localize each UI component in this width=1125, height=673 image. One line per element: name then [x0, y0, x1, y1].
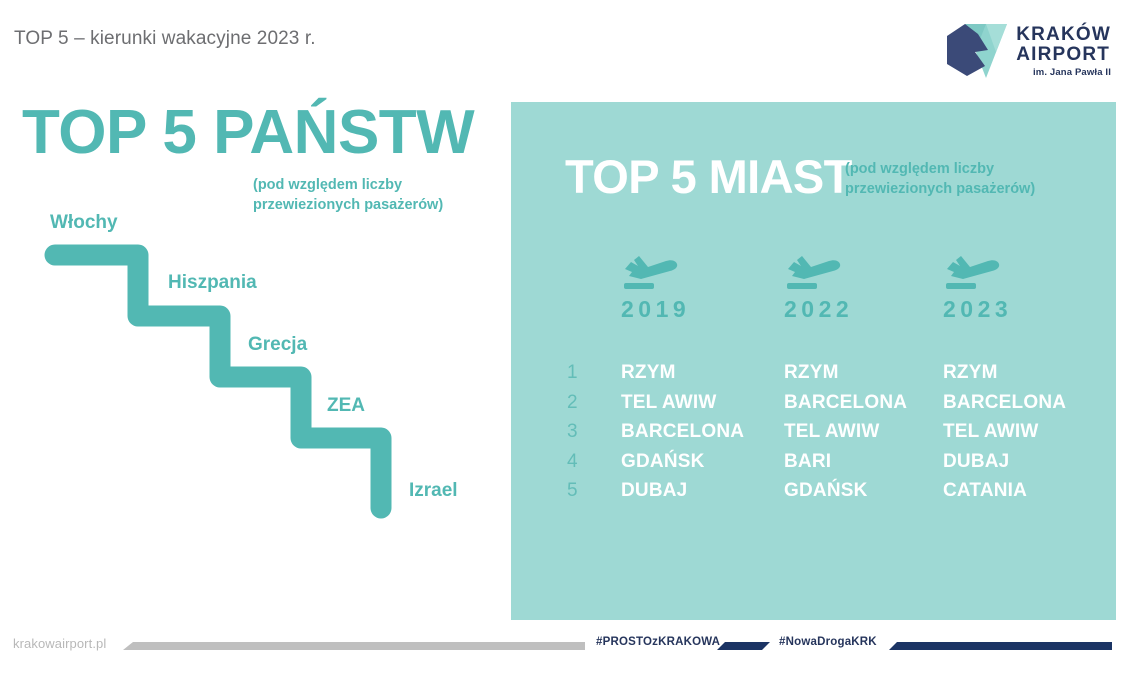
- country-label-2: Hiszpania: [168, 272, 257, 293]
- list-item: GDAŃSK: [621, 450, 705, 472]
- list-item: TEL AWIW: [784, 421, 880, 442]
- logo-line-2: AIRPORT: [1016, 44, 1111, 66]
- staircase-chart: [44, 244, 392, 519]
- cities-list-2023: RZYM BARCELONA TEL AWIW DUBAJ CATANIA: [943, 358, 1125, 506]
- country-label-3: Grecja: [248, 334, 308, 355]
- list-item: TEL AWIW: [943, 421, 1039, 442]
- footer-hashtag-nowadrogakrk: #NowaDrogaKRK: [779, 636, 877, 648]
- airplane-takeoff-icon: [946, 256, 1000, 289]
- list-item: DUBAJ: [621, 480, 688, 501]
- airplane-takeoff-icon: [624, 256, 678, 289]
- footer-hashtag-prostozkrakowa: #PROSTOzKRAKOWA: [596, 636, 721, 648]
- year-header-2022: 2022: [784, 252, 949, 321]
- airplane-takeoff-icon: [787, 256, 841, 289]
- year-label-2019: 2019: [621, 296, 691, 322]
- rank-item: 5: [567, 480, 578, 501]
- list-item: DUBAJ: [943, 450, 1010, 472]
- list-item: RZYM: [784, 362, 839, 383]
- staircase-path: [44, 244, 392, 519]
- rank-item: 1: [567, 362, 578, 383]
- footer-gray-bar: [123, 642, 585, 650]
- list-item: TEL AWIW: [621, 391, 717, 413]
- rank-column: 1 2 3 4 5: [567, 358, 597, 506]
- year-columns: 2019 2022 2023 1 2 3: [511, 102, 1116, 620]
- year-label-2023: 2023: [943, 296, 1013, 322]
- cities-subtitle-line-1: (pod względem liczby: [845, 161, 995, 177]
- rank-item: 3: [567, 421, 578, 442]
- page-title: TOP 5 – kierunki wakacyjne 2023 r.: [14, 28, 316, 49]
- cities-list-2022: RZYM BARCELONA TEL AWIW BARI GDAŃSK: [784, 358, 974, 506]
- year-label-2022: 2022: [784, 296, 854, 322]
- countries-heading: TOP 5 PAŃSTW: [22, 98, 475, 167]
- footer-website[interactable]: krakowairport.pl: [13, 636, 107, 651]
- krakow-airport-triangle-logo-icon: [947, 24, 1008, 78]
- logo-line-1: KRAKÓW: [1016, 23, 1111, 45]
- country-label-1: Włochy: [50, 212, 118, 233]
- countries-subtitle-line-2: przewiezionych pasażerów): [253, 197, 444, 213]
- list-item: BARCELONA: [621, 421, 745, 442]
- year-header-2019: 2019: [621, 252, 786, 321]
- rank-item: 2: [567, 391, 578, 413]
- countries-section: TOP 5 PAŃSTW (pod względem liczby przewi…: [0, 96, 511, 621]
- cities-subtitle-line-2: przewiezionych pasażerów): [845, 180, 1036, 197]
- logo-subtitle: im. Jana Pawła II: [1032, 66, 1111, 78]
- footer-navy-bar-2: [889, 642, 1112, 650]
- list-item: CATANIA: [943, 480, 1028, 501]
- countries-subtitle: (pod względem liczby przewiezionych pasa…: [253, 175, 483, 215]
- list-item: GDAŃSK: [784, 480, 868, 501]
- year-header-2023: 2023: [943, 252, 1108, 321]
- krakow-airport-logo: KRAKÓW AIRPORT im. Jana Pawła II: [945, 22, 1111, 78]
- footer: krakowairport.pl #PROSTOzKRAKOWA #NowaDr…: [0, 620, 1125, 673]
- country-label-4: ZEA: [327, 395, 365, 416]
- cities-subtitle: (pod względem liczby przewiezionych pasa…: [845, 160, 1065, 199]
- cities-section: TOP 5 MIAST (pod względem liczby przewie…: [511, 102, 1116, 620]
- list-item: RZYM: [621, 362, 676, 383]
- rank-item: 4: [567, 450, 578, 472]
- list-item: BARCELONA: [943, 391, 1067, 413]
- list-item: BARCELONA: [784, 391, 908, 413]
- country-label-5: Izrael: [409, 480, 458, 501]
- logo-wordmark: KRAKÓW AIRPORT im. Jana Pawła II: [1016, 23, 1111, 78]
- cities-heading: TOP 5 MIAST: [565, 150, 852, 203]
- list-item: RZYM: [943, 362, 998, 383]
- cities-list-2019: RZYM TEL AWIW BARCELONA GDAŃSK DUBAJ: [621, 358, 811, 506]
- list-item: BARI: [784, 450, 832, 472]
- footer-navy-bar-1: [717, 642, 770, 650]
- countries-subtitle-line-1: (pod względem liczby: [253, 177, 403, 193]
